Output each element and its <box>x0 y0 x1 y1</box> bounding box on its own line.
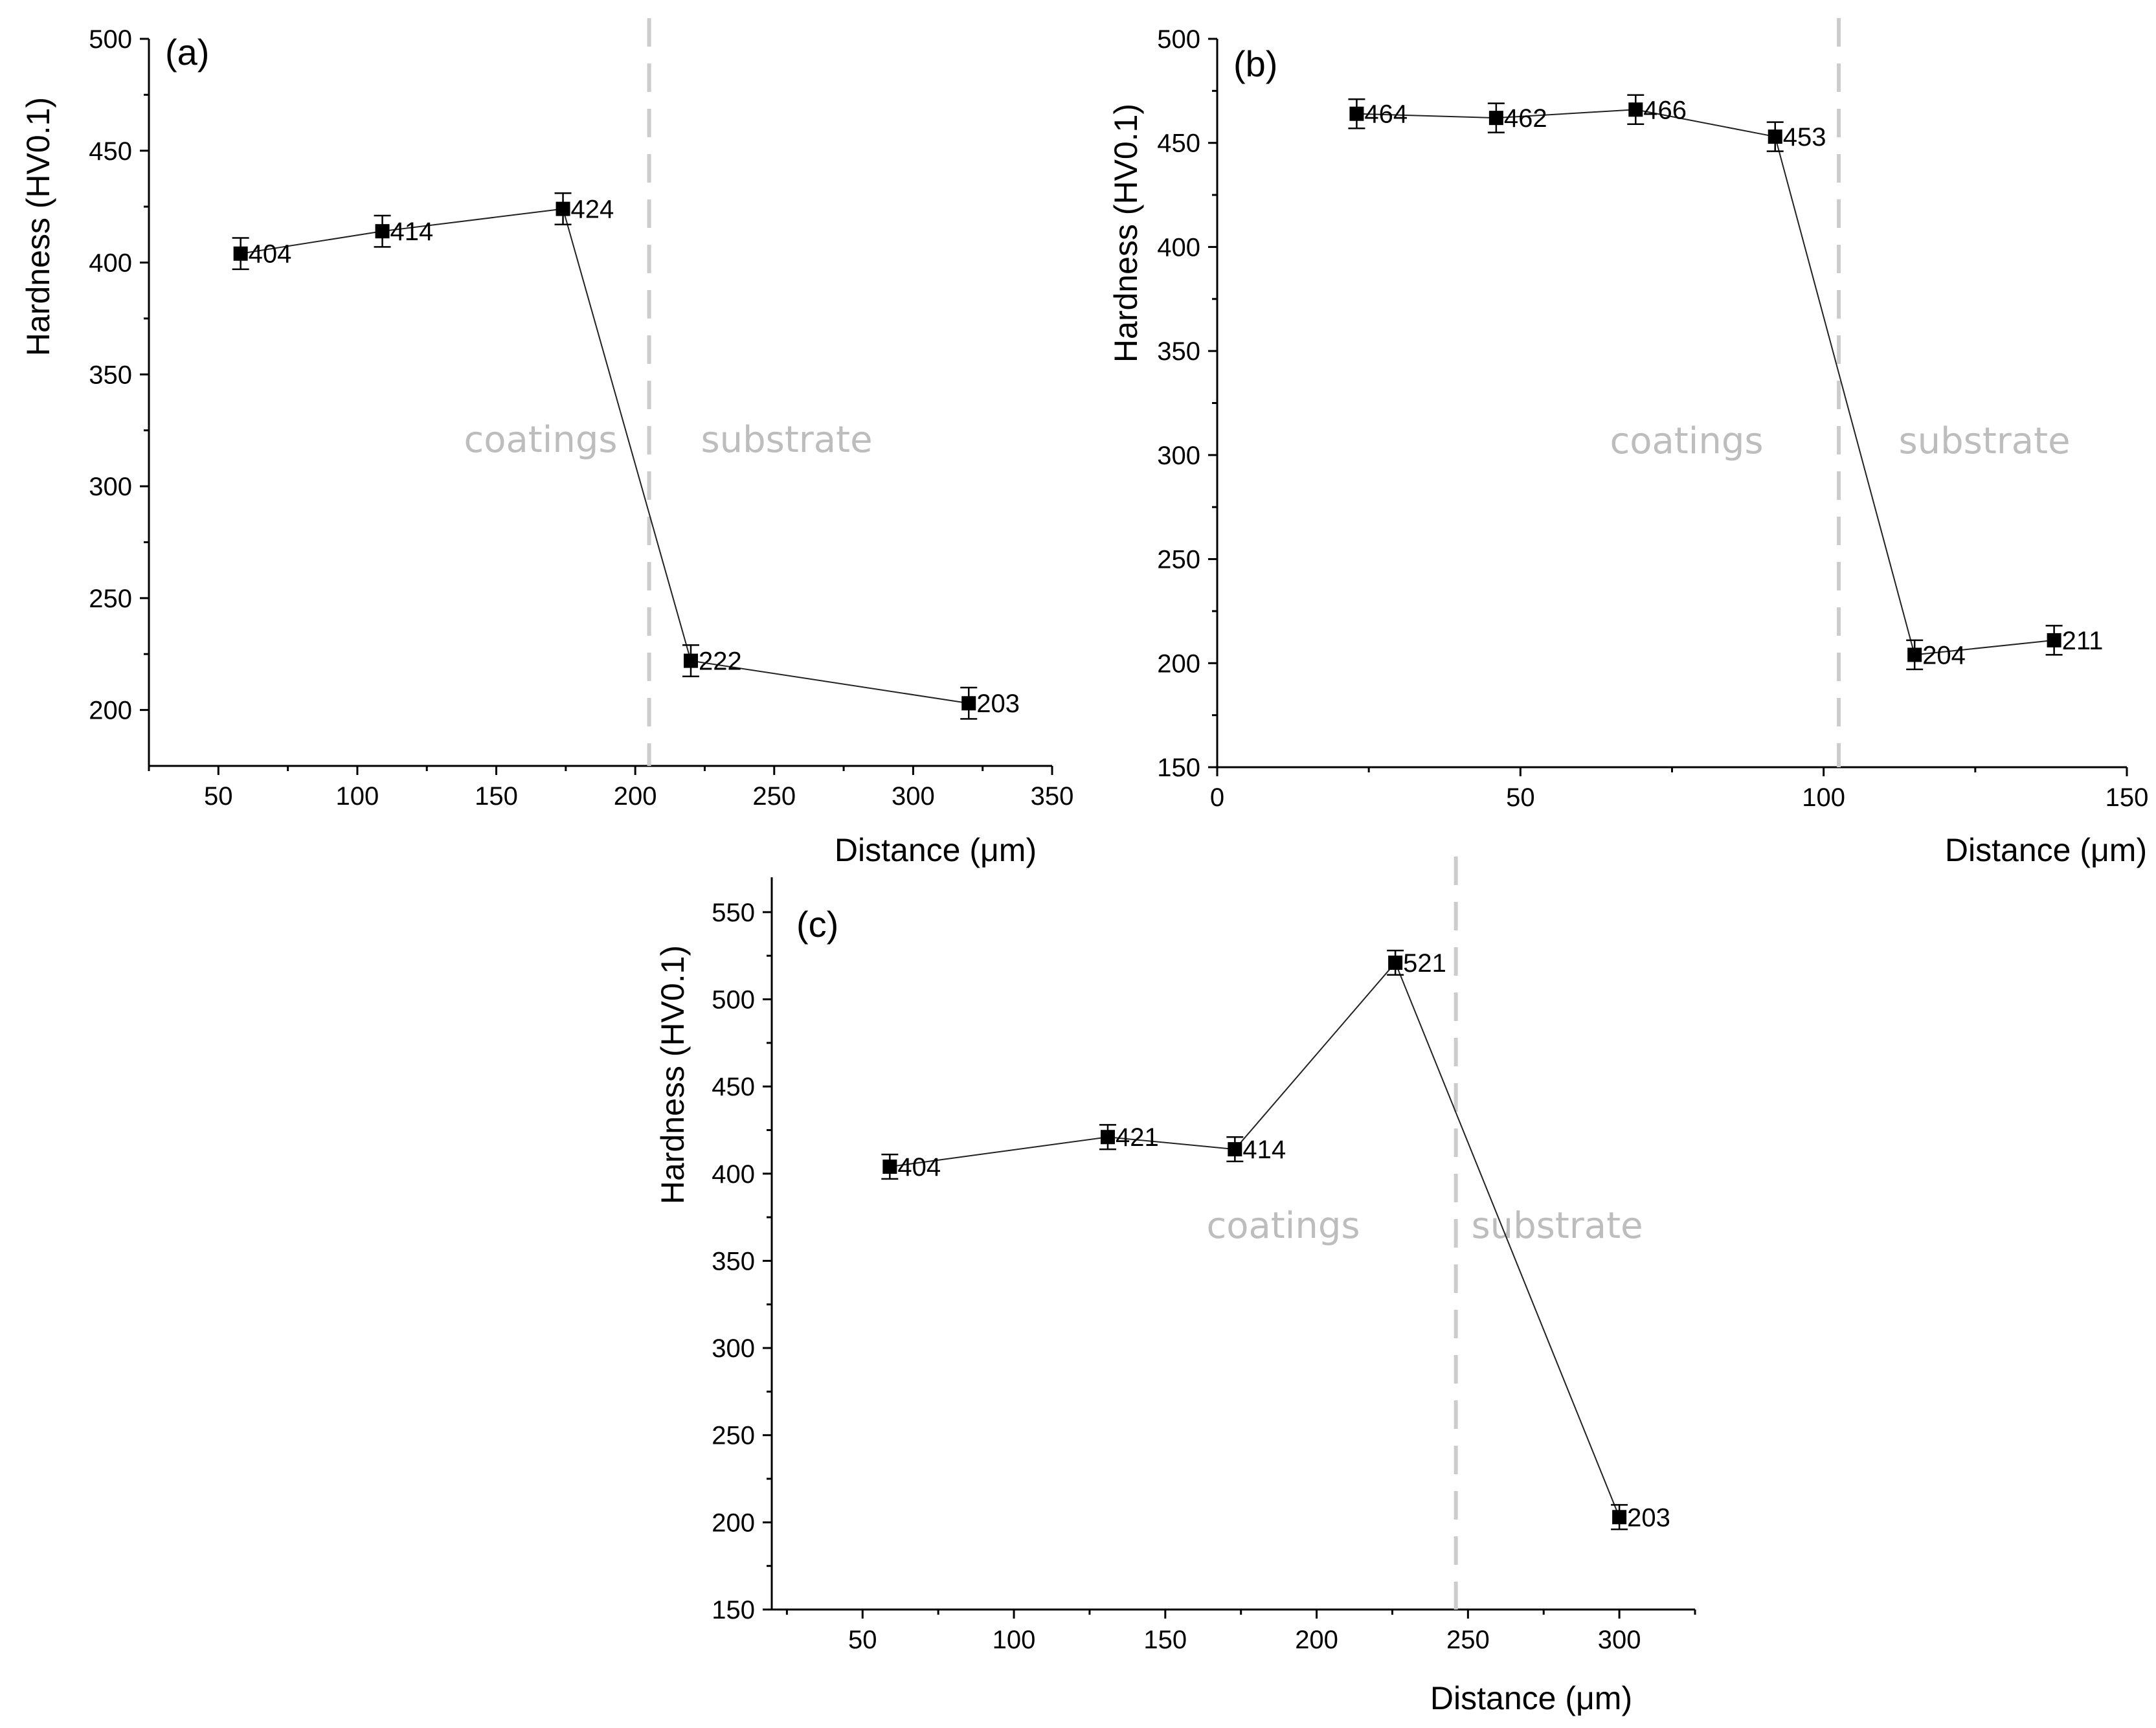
y-tick-label: 250 <box>89 585 132 613</box>
data-point-label: 204 <box>1922 641 1966 669</box>
data-point-marker <box>1768 129 1782 144</box>
y-tick-label: 200 <box>712 1509 755 1537</box>
region-label-coatings: coatings <box>464 419 617 461</box>
region-label-substrate: substrate <box>1898 420 2070 462</box>
y-tick-label: 450 <box>89 137 132 166</box>
y-tick-label: 400 <box>89 249 132 278</box>
chart-panel-1: 200 250 300 350 400 450 500 50 100 150 200 250 300 35… <box>20 18 1073 868</box>
data-point-marker <box>961 696 976 711</box>
x-tick-label: 50 <box>848 1626 877 1654</box>
y-tick-label: 350 <box>89 361 132 389</box>
y-tick-label: 200 <box>89 697 132 725</box>
y-tick-label: 450 <box>712 1073 755 1101</box>
y-tick-label: 300 <box>712 1334 755 1363</box>
y-tick-label: 450 <box>1157 129 1200 158</box>
data-point-marker <box>1488 111 1503 126</box>
data-point-label: 521 <box>1403 949 1446 978</box>
data-point-marker <box>1100 1130 1115 1145</box>
region-label-coatings: coatings <box>1206 1205 1360 1247</box>
x-axis-title: Distance (μm) <box>1945 832 2147 868</box>
x-tick-label: 250 <box>752 782 796 811</box>
x-axis-title: Distance (μm) <box>835 832 1037 868</box>
x-tick-label: 100 <box>1802 783 1845 812</box>
data-point-label: 211 <box>2062 627 2104 655</box>
data-point-marker <box>233 246 248 261</box>
y-tick-label: 150 <box>712 1596 755 1624</box>
data-point-marker <box>2047 633 2061 647</box>
series-line <box>1356 109 2054 656</box>
y-tick-label: 200 <box>1157 649 1200 678</box>
chart-panel-2: 150 200 250 300 350 400 450 500 0 50 100 150 Distanc… <box>1108 18 2148 868</box>
y-axis-title: Hardness (HV0.1) <box>1108 104 1144 363</box>
y-tick-label: 150 <box>1157 754 1200 782</box>
data-point-marker <box>1228 1142 1242 1157</box>
data-point-label: 203 <box>1627 1503 1670 1532</box>
y-tick-label: 400 <box>1157 233 1200 262</box>
x-tick-label: 100 <box>336 782 379 811</box>
y-tick-label: 250 <box>712 1422 755 1450</box>
data-point-marker <box>375 224 390 239</box>
chart-panel-3: 150 200 250 300 350 400 450 500 550 50 100 150 200 25… <box>655 857 1696 1716</box>
data-point-label: 414 <box>1242 1136 1286 1164</box>
y-axis-title: Hardness (HV0.1) <box>655 945 691 1204</box>
y-tick-label: 500 <box>89 25 132 54</box>
data-point-label: 421 <box>1116 1123 1159 1152</box>
y-tick-label: 500 <box>712 986 755 1015</box>
y-tick-label: 300 <box>89 473 132 501</box>
x-tick-label: 50 <box>1506 783 1535 812</box>
data-point-label: 424 <box>571 196 614 224</box>
data-point-marker <box>684 653 698 668</box>
x-tick-label: 200 <box>1295 1626 1338 1654</box>
data-point-label: 414 <box>390 218 434 246</box>
data-point-marker <box>1612 1510 1627 1525</box>
panel-label: (c) <box>796 904 838 945</box>
region-label-coatings: coatings <box>1610 420 1763 462</box>
y-tick-label: 300 <box>1157 442 1200 470</box>
y-tick-label: 550 <box>712 899 755 927</box>
data-point-label: 404 <box>897 1153 941 1182</box>
panel-label: (b) <box>1233 43 1277 84</box>
data-point-label: 453 <box>1783 123 1826 151</box>
data-point-marker <box>1349 106 1364 121</box>
region-label-substrate: substrate <box>1471 1205 1643 1247</box>
y-tick-label: 500 <box>1157 25 1200 54</box>
y-tick-label: 350 <box>1157 337 1200 366</box>
x-tick-label: 200 <box>614 782 657 811</box>
data-point-label: 404 <box>249 240 292 269</box>
x-axis-title: Distance (μm) <box>1430 1680 1632 1716</box>
data-point-label: 203 <box>976 690 1020 718</box>
x-tick-label: 150 <box>1143 1626 1187 1654</box>
x-tick-label: 150 <box>2105 783 2149 812</box>
data-point-marker <box>556 201 570 216</box>
data-point-marker <box>1388 955 1403 970</box>
y-tick-label: 250 <box>1157 546 1200 574</box>
data-point-label: 466 <box>1643 96 1687 124</box>
data-point-marker <box>882 1160 897 1174</box>
y-tick-label: 350 <box>712 1247 755 1275</box>
data-point-label: 464 <box>1364 100 1408 129</box>
x-tick-label: 50 <box>204 782 233 811</box>
x-tick-label: 250 <box>1446 1626 1490 1654</box>
data-point-label: 462 <box>1504 104 1547 133</box>
x-tick-label: 300 <box>1598 1626 1641 1654</box>
region-label-substrate: substrate <box>701 419 872 461</box>
x-tick-label: 150 <box>475 782 518 811</box>
y-axis-title: Hardness (HV0.1) <box>20 97 56 356</box>
data-point-label: 222 <box>699 647 742 676</box>
y-tick-label: 400 <box>712 1160 755 1189</box>
x-tick-label: 300 <box>892 782 935 811</box>
panel-label: (a) <box>165 32 209 73</box>
x-tick-label: 100 <box>993 1626 1036 1654</box>
x-tick-label: 350 <box>1031 782 1074 811</box>
x-tick-label: 0 <box>1210 783 1224 812</box>
data-point-marker <box>1907 647 1922 662</box>
data-point-marker <box>1628 102 1643 117</box>
